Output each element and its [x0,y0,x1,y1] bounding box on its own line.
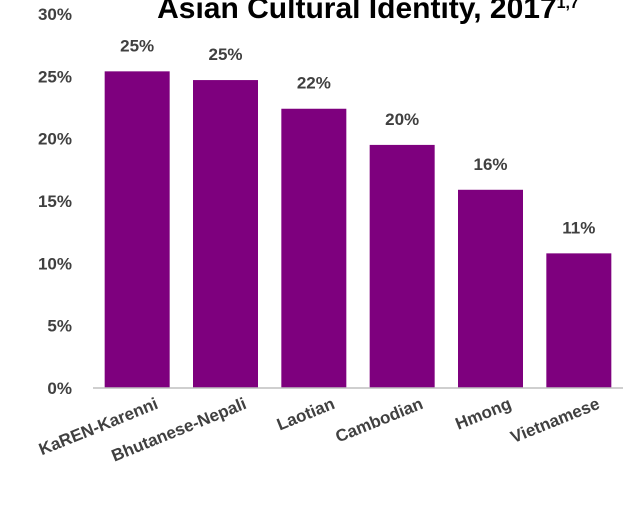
data-label: 25% [208,45,242,64]
bars [104,71,612,388]
x-tick-label: Cambodian [333,394,426,446]
bar-cambodian [369,144,435,388]
chart-title: Asian Cultural Identity, 20171,7 [157,0,579,25]
y-tick-label: 10% [38,254,72,273]
bar-bhutanese-nepali [193,80,258,388]
bar-vietnamese [546,253,612,388]
y-tick-label: 15% [38,192,72,211]
x-tick-label: Laotian [274,394,337,434]
x-tick-label: Hmong [453,394,514,434]
x-tick-label: Vietnamese [508,394,602,447]
chart-title-text: Asian Cultural Identity, 20171,7 [157,0,579,25]
bar-karen-karenni [104,71,170,388]
y-tick-label: 30% [38,5,72,24]
y-tick-label: 25% [38,67,72,86]
data-label: 20% [385,110,419,129]
data-label: 16% [473,155,507,174]
y-tick-label: 20% [38,130,72,149]
bar-laotian [281,108,347,388]
bar-hmong [458,189,523,388]
y-tick-label: 0% [47,379,72,398]
chart-title-main: Asian Cultural Identity, 2017 [157,0,557,25]
data-label: 25% [120,36,154,55]
data-labels: 25% 25% 22% 20% 16% 11% [120,36,595,237]
chart-title-superscript: 1,7 [557,0,579,12]
data-label: 11% [562,218,595,237]
y-axis: 0% 5% 10% 15% 20% 25% 30% [38,5,72,398]
data-label: 22% [297,74,331,93]
y-tick-label: 5% [47,317,72,336]
